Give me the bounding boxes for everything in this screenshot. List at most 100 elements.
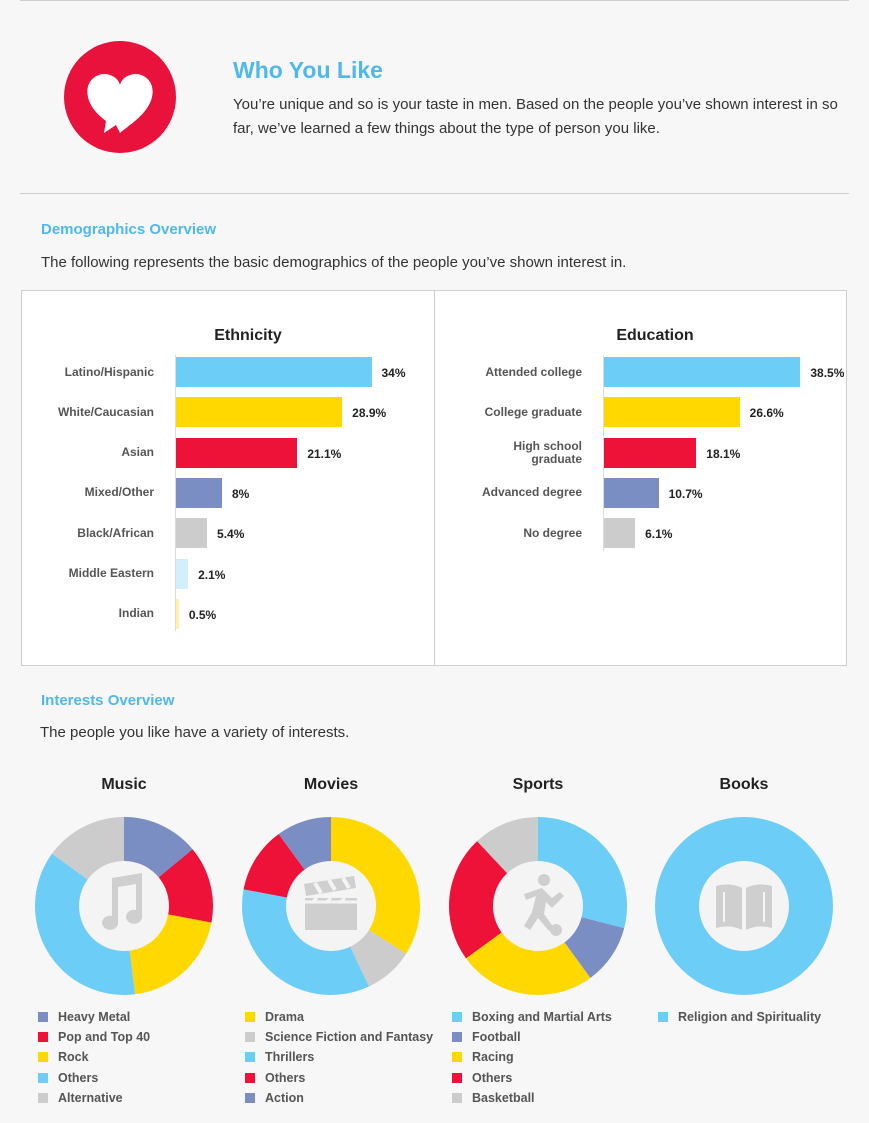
bar-value-label: 5.4% [217, 527, 245, 542]
bar-value-label: 2.1% [198, 567, 226, 582]
legend-item: Basketball [452, 1091, 535, 1105]
legend-label: Basketball [472, 1090, 535, 1105]
music-note-icon [102, 873, 143, 930]
bar-label: No degree [523, 525, 582, 540]
donut-hole [79, 861, 169, 951]
legend-item: Heavy Metal [38, 1010, 130, 1024]
legend-swatch [38, 1052, 48, 1063]
legend-label: Football [472, 1030, 521, 1045]
legend-label: Rock [58, 1050, 89, 1065]
bar-value-label: 10.7% [668, 486, 703, 501]
books-chart-title: Books [719, 776, 769, 793]
legend-swatch [452, 1012, 462, 1022]
bar [176, 518, 208, 549]
legend-swatch [38, 1012, 48, 1022]
legend-swatch [245, 1052, 255, 1063]
bar-label: Advanced degree [481, 485, 582, 500]
header-divider [20, 193, 849, 194]
legend-label: Alternative [58, 1090, 123, 1105]
bar-value-label: 38.5% [810, 366, 845, 380]
legend-label: Drama [265, 1010, 304, 1024]
bar-value-label: 8% [232, 486, 250, 501]
bar-label: Asian [121, 445, 154, 460]
legend-label: Others [472, 1070, 513, 1085]
clapperboard-icon [304, 876, 357, 930]
book-icon [716, 884, 772, 930]
legend-item: Others [245, 1071, 305, 1085]
bar-value-label: 0.5% [188, 607, 217, 622]
legend-item: Thrillers [245, 1050, 314, 1064]
bar [176, 357, 372, 387]
legend-swatch [245, 1032, 255, 1043]
legend-label: Others [265, 1070, 306, 1085]
legend-label: Thrillers [265, 1050, 315, 1065]
legend-label: Science Fiction and Fantasy [265, 1030, 434, 1045]
bar-value-label: 26.6% [749, 406, 784, 421]
bar [604, 437, 697, 468]
legend-item: Pop and Top 40 [38, 1030, 150, 1044]
legend-item: Alternative [38, 1091, 123, 1105]
music-donut-chart [35, 817, 213, 995]
demographics-heading: Demographics Overview [41, 221, 217, 238]
legend-swatch [658, 1012, 668, 1022]
legend-item: Football [452, 1030, 521, 1044]
soccer-player-icon [524, 874, 564, 936]
bar [604, 397, 740, 428]
bar-label: Black/African [77, 525, 154, 540]
demographics-panel: Ethnicity Latino/Hispanic 34% White/Caucas… [21, 290, 847, 666]
legend-swatch [452, 1072, 462, 1083]
logo [64, 41, 176, 153]
bar [176, 598, 179, 629]
legend-swatch [452, 1032, 462, 1043]
bar-label: Attended college [485, 364, 582, 379]
legend-item: Science Fiction and Fantasy [245, 1030, 433, 1044]
legend-swatch [245, 1012, 255, 1022]
legend-swatch [38, 1072, 48, 1083]
bar-label: Indian [118, 606, 154, 621]
donut-hole [699, 861, 789, 951]
legend-label: Religion and Spirituality [678, 1010, 822, 1024]
bar-label: Middle Eastern [68, 566, 154, 580]
legend-label: Heavy Metal [58, 1010, 131, 1024]
legend-label: Racing [472, 1050, 514, 1065]
panel-divider [434, 291, 435, 665]
legend-item: Action [245, 1091, 304, 1105]
movies-donut-chart [242, 817, 420, 995]
legend-swatch [245, 1072, 255, 1083]
movies-chart-title: Movies [303, 776, 359, 793]
legend-label: Pop and Top 40 [58, 1030, 151, 1045]
bar [604, 518, 636, 549]
legend-item: Others [452, 1071, 512, 1085]
ethnicity-chart-title: Ethnicity [214, 327, 282, 344]
bar-label: Latino/Hispanic [64, 364, 154, 379]
bar-value-label: 18.1% [706, 446, 741, 461]
sports-donut-chart [449, 817, 627, 995]
bar-value-label: 6.1% [645, 527, 673, 542]
legend-swatch [38, 1092, 48, 1103]
bar [176, 477, 222, 508]
legend-label: Others [58, 1070, 99, 1085]
legend-swatch [245, 1092, 255, 1103]
legend-item: Religion and Spirituality [658, 1010, 821, 1024]
bar-label: College graduate [484, 404, 582, 419]
bar-label: Mixed/Other [84, 485, 154, 500]
pie-slice [465, 906, 591, 995]
demographics-description: The following represents the basic demog… [41, 254, 627, 271]
education-chart-title: Education [616, 327, 694, 344]
heart-icon [87, 73, 153, 133]
interests-heading: Interests Overview [41, 692, 175, 709]
page-title: Who You Like [233, 57, 383, 83]
legend-item: Others [38, 1071, 98, 1085]
bar [604, 477, 659, 508]
legend-label: Action [265, 1090, 304, 1105]
music-chart-title: Music [101, 776, 147, 793]
bar [176, 397, 343, 428]
bar [604, 357, 801, 387]
interests-description: The people you like have a variety of in… [40, 724, 350, 741]
bar-value-label: 28.9% [352, 406, 387, 421]
ethnicity-chart: Ethnicity Latino/Hispanic 34% White/Caucas… [22, 291, 434, 665]
top-divider [20, 0, 849, 1]
bar-value-label: 21.1% [307, 446, 342, 461]
ethnicity-axis [175, 355, 176, 632]
education-axis [603, 355, 604, 551]
